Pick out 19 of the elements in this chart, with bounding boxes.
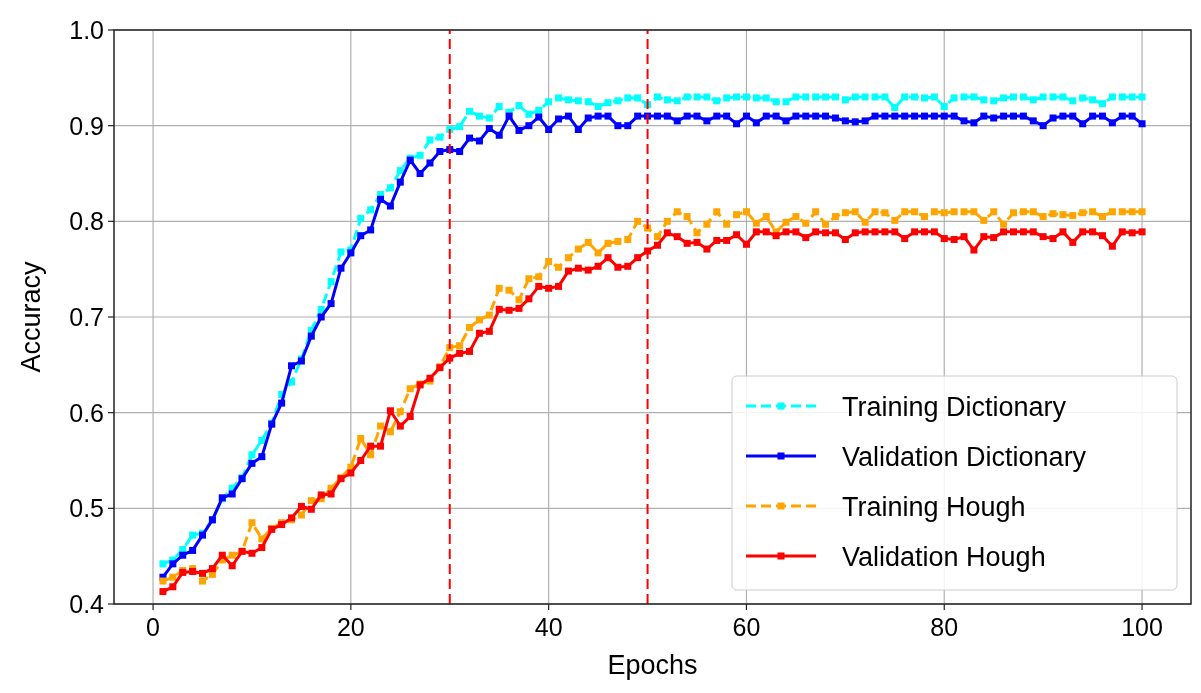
- y-axis-title: Accuracy: [16, 260, 46, 373]
- legend-label: Validation Hough: [842, 542, 1046, 572]
- x-tick-label: 60: [732, 613, 761, 641]
- y-tick-label: 0.6: [69, 398, 104, 427]
- x-tick-label: 40: [534, 613, 563, 641]
- y-tick-label: 0.4: [69, 590, 105, 618]
- y-tick-label: 0.9: [69, 111, 104, 140]
- legend-label: Validation Dictionary: [842, 442, 1087, 472]
- y-tick-label: 0.7: [69, 303, 104, 331]
- x-tick-label: 80: [930, 613, 959, 641]
- x-axis-title: Epochs: [607, 650, 698, 680]
- y-tick-label: 1.0: [69, 16, 104, 44]
- legend-label: Training Hough: [842, 492, 1026, 522]
- legend-label: Training Dictionary: [842, 392, 1067, 422]
- y-tick-label: 0.5: [69, 494, 104, 523]
- y-tick-label: 0.8: [69, 207, 104, 236]
- x-tick-label: 0: [146, 613, 161, 641]
- x-tick-label: 20: [336, 613, 365, 641]
- x-tick-label: 100: [1121, 613, 1163, 641]
